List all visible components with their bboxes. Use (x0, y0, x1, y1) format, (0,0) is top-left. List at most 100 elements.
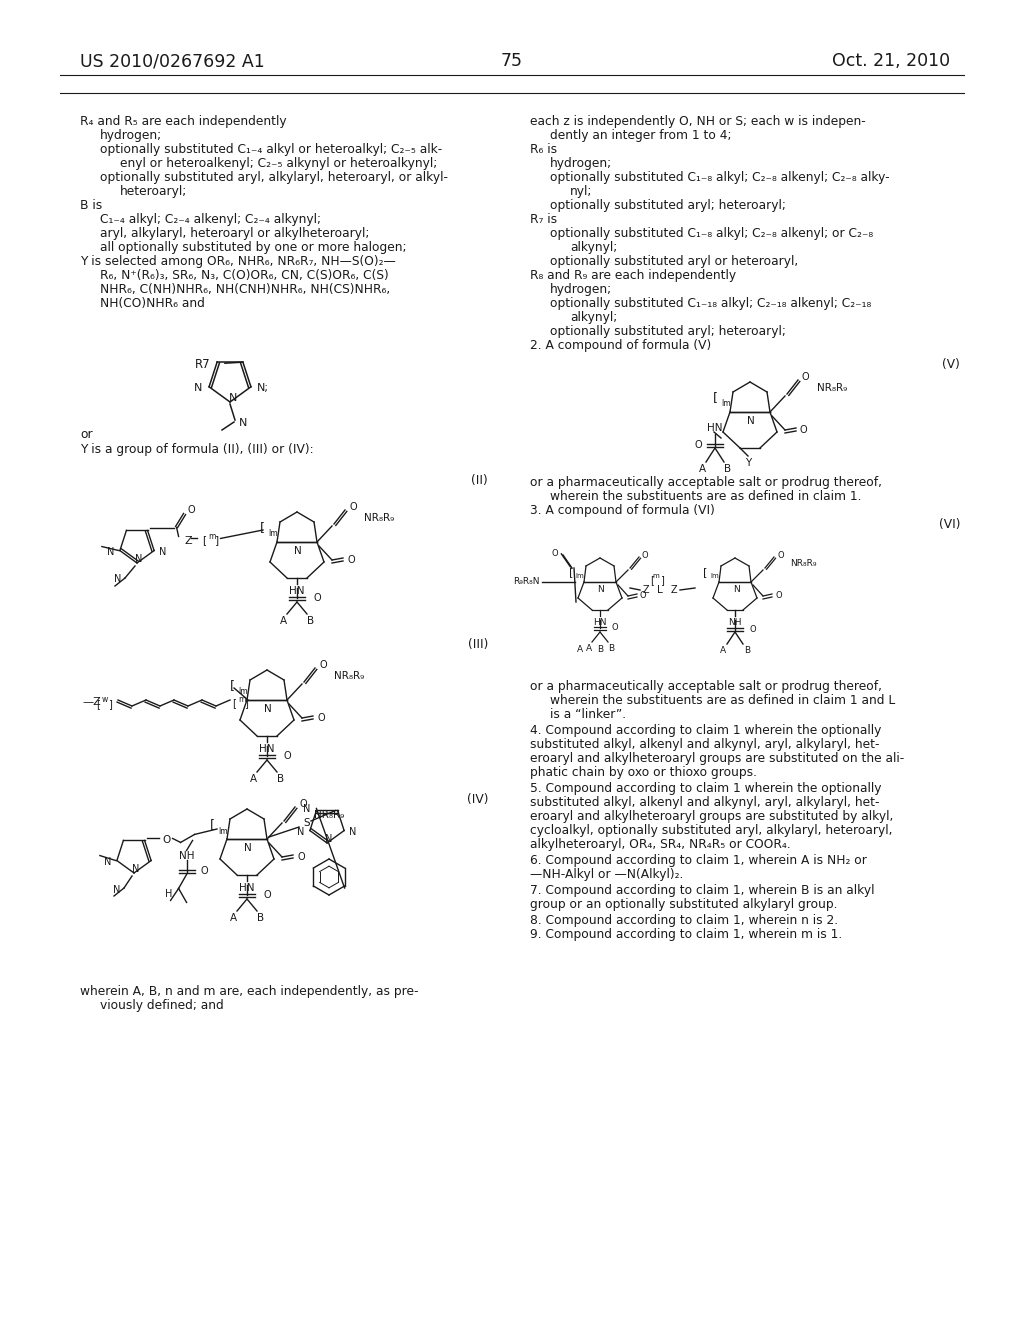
Text: Y is selected among OR₆, NHR₆, NR₆R₇, NH—S(O)₂—: Y is selected among OR₆, NHR₆, NR₆R₇, NH… (80, 255, 395, 268)
Text: N: N (135, 554, 142, 564)
Text: aryl, alkylaryl, heteroaryl or alkylheteroaryl;: aryl, alkylaryl, heteroaryl or alkylhete… (100, 227, 370, 240)
Text: R₉R₈N: R₉R₈N (513, 578, 540, 586)
Text: [: [ (260, 521, 265, 535)
Text: hydrogen;: hydrogen; (100, 129, 162, 143)
Text: optionally substituted C₁₋₈ alkyl; C₂₋₈ alkenyl; or C₂₋₈: optionally substituted C₁₋₈ alkyl; C₂₋₈ … (550, 227, 873, 240)
Text: N: N (103, 857, 111, 866)
Text: 8. Compound according to claim 1, wherein n is 2.: 8. Compound according to claim 1, wherei… (530, 913, 838, 927)
Text: substituted alkyl, alkenyl and alkynyl, aryl, alkylaryl, het-: substituted alkyl, alkenyl and alkynyl, … (530, 796, 880, 809)
Text: Oct. 21, 2010: Oct. 21, 2010 (831, 51, 950, 70)
Text: viously defined; and: viously defined; and (100, 999, 224, 1012)
Text: [: [ (650, 576, 654, 585)
Text: N: N (732, 585, 739, 594)
Text: 3. A compound of formula (VI): 3. A compound of formula (VI) (530, 504, 715, 517)
Text: 2. A compound of formula (V): 2. A compound of formula (V) (530, 339, 712, 352)
Text: O: O (201, 866, 208, 876)
Text: or: or (80, 428, 92, 441)
Text: Z: Z (643, 585, 649, 595)
Text: ]: ] (244, 698, 248, 708)
Text: C₁₋₄ alkyl; C₂₋₄ alkenyl; C₂₋₄ alkynyl;: C₁₋₄ alkyl; C₂₋₄ alkenyl; C₂₋₄ alkynyl; (100, 213, 321, 226)
Text: N;: N; (257, 383, 269, 393)
Text: N: N (132, 865, 139, 874)
Text: N: N (244, 843, 252, 853)
Text: O: O (551, 549, 558, 557)
Text: 6. Compound according to claim 1, wherein A is NH₂ or: 6. Compound according to claim 1, wherei… (530, 854, 867, 867)
Text: Im: Im (239, 688, 248, 697)
Text: N: N (294, 546, 302, 556)
Text: S: S (303, 818, 309, 828)
Text: H: H (165, 890, 173, 899)
Text: m: m (238, 694, 246, 704)
Text: B: B (278, 774, 285, 784)
Text: m: m (209, 532, 216, 541)
Text: HN: HN (593, 618, 607, 627)
Text: N: N (264, 704, 272, 714)
Text: HN: HN (708, 422, 723, 433)
Text: [: [ (232, 698, 236, 708)
Text: O: O (163, 836, 171, 845)
Text: cycloalkyl, optionally substituted aryl, alkylaryl, heteroaryl,: cycloalkyl, optionally substituted aryl,… (530, 824, 893, 837)
Text: alkynyl;: alkynyl; (570, 312, 617, 323)
Text: O: O (319, 660, 327, 671)
Text: eroaryl and alkylheteroaryl groups are substituted by alkyl,: eroaryl and alkylheteroaryl groups are s… (530, 810, 893, 822)
Text: B: B (307, 616, 314, 626)
Text: or a pharmaceutically acceptable salt or prodrug thereof,: or a pharmaceutically acceptable salt or… (530, 680, 882, 693)
Text: 5. Compound according to claim 1 wherein the optionally: 5. Compound according to claim 1 wherein… (530, 781, 882, 795)
Text: B: B (597, 645, 603, 653)
Text: O: O (299, 799, 306, 809)
Text: O: O (187, 506, 196, 515)
Text: [: [ (203, 536, 207, 545)
Text: dently an integer from 1 to 4;: dently an integer from 1 to 4; (550, 129, 731, 143)
Text: O: O (347, 554, 354, 565)
Text: N: N (598, 585, 604, 594)
Text: Im: Im (721, 400, 731, 408)
Text: phatic chain by oxo or thioxo groups.: phatic chain by oxo or thioxo groups. (530, 766, 757, 779)
Text: NHR₆, C(NH)NHR₆, NH(CNH)NHR₆, NH(CS)NHR₆,: NHR₆, C(NH)NHR₆, NH(CNH)NHR₆, NH(CS)NHR₆… (100, 282, 390, 296)
Text: R₆, N⁺(R₆)₃, SR₆, N₃, C(O)OR₆, CN, C(S)OR₆, C(S): R₆, N⁺(R₆)₃, SR₆, N₃, C(O)OR₆, CN, C(S)O… (100, 269, 389, 282)
Text: B: B (724, 465, 731, 474)
Text: Z: Z (184, 536, 193, 546)
Text: optionally substituted C₁₋₈ alkyl; C₂₋₈ alkenyl; C₂₋₈ alky-: optionally substituted C₁₋₈ alkyl; C₂₋₈ … (550, 172, 890, 183)
Text: A: A (280, 616, 287, 626)
Text: [: [ (703, 568, 708, 577)
Text: NH: NH (179, 851, 195, 862)
Text: N: N (349, 826, 356, 837)
Text: N: N (748, 416, 755, 426)
Text: N: N (297, 826, 304, 837)
Text: O: O (775, 591, 781, 601)
Text: Y: Y (744, 458, 752, 469)
Text: A: A (577, 645, 583, 653)
Text: [: [ (210, 818, 215, 832)
Text: NR₈R₉: NR₈R₉ (790, 560, 816, 569)
Text: R₆ is: R₆ is (530, 143, 557, 156)
Text: each z is independently O, NH or S; each w is indepen-: each z is independently O, NH or S; each… (530, 115, 865, 128)
Text: 7. Compound according to claim 1, wherein B is an alkyl: 7. Compound according to claim 1, wherei… (530, 884, 874, 898)
Text: wherein the substituents are as defined in claim 1.: wherein the substituents are as defined … (550, 490, 861, 503)
Text: N: N (303, 804, 310, 814)
Text: all optionally substituted by one or more halogen;: all optionally substituted by one or mor… (100, 242, 407, 253)
Text: B is: B is (80, 199, 102, 213)
Text: NH(CO)NHR₆ and: NH(CO)NHR₆ and (100, 297, 205, 310)
Text: 4. Compound according to claim 1 wherein the optionally: 4. Compound according to claim 1 wherein… (530, 723, 882, 737)
Text: B: B (608, 644, 614, 653)
Text: ]: ] (215, 536, 219, 545)
Text: O: O (297, 851, 304, 862)
Text: wherein the substituents are as defined in claim 1 and L: wherein the substituents are as defined … (550, 694, 895, 708)
Text: R₄ and R₅ are each independently: R₄ and R₅ are each independently (80, 115, 287, 128)
Text: HN: HN (240, 883, 255, 894)
Text: 75: 75 (501, 51, 523, 70)
Text: Z: Z (671, 585, 677, 595)
Text: O: O (777, 550, 783, 560)
Text: [: [ (568, 568, 573, 577)
Text: w: w (102, 696, 109, 705)
Text: Y is a group of formula (II), (III) or (IV):: Y is a group of formula (II), (III) or (… (80, 444, 313, 455)
Text: hydrogen;: hydrogen; (550, 157, 612, 170)
Text: N: N (106, 546, 114, 557)
Text: eroaryl and alkylheteroaryl groups are substituted on the ali-: eroaryl and alkylheteroaryl groups are s… (530, 752, 904, 766)
Text: O: O (612, 623, 618, 632)
Text: optionally substituted aryl; heteroaryl;: optionally substituted aryl; heteroaryl; (550, 199, 785, 213)
Text: is a “linker”.: is a “linker”. (550, 708, 626, 721)
Text: (III): (III) (468, 638, 488, 651)
Text: —Z: —Z (82, 697, 100, 708)
Text: NR₈R₉: NR₈R₉ (817, 383, 847, 393)
